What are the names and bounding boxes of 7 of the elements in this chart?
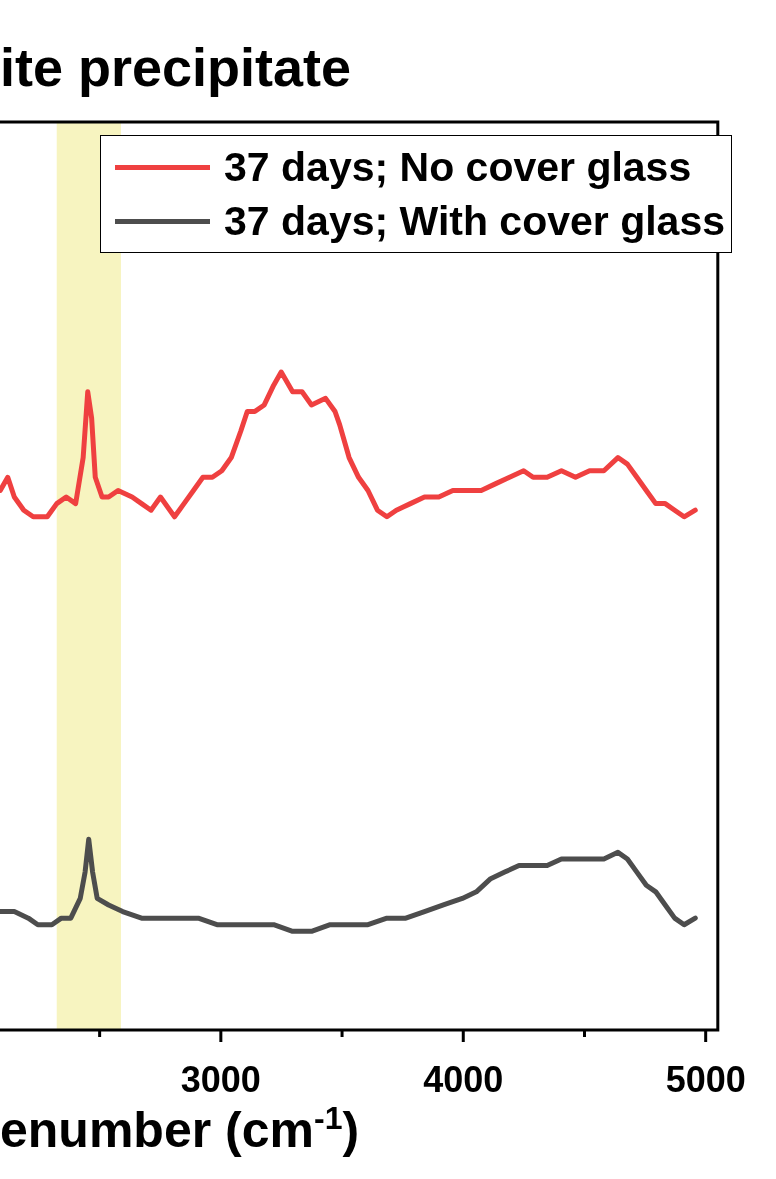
x-tick-label: 5000 [665,1058,746,1100]
legend-label: 37 days; With cover glass [224,197,725,245]
x-axis-title: enumber (cm$^{-1}$) [0,1100,360,1159]
legend-label: 37 days; No cover glass [224,143,692,191]
chart-title: ite precipitate [0,36,352,98]
x-tick-label: 4000 [423,1058,504,1100]
x-tick-label: 3000 [180,1058,261,1100]
